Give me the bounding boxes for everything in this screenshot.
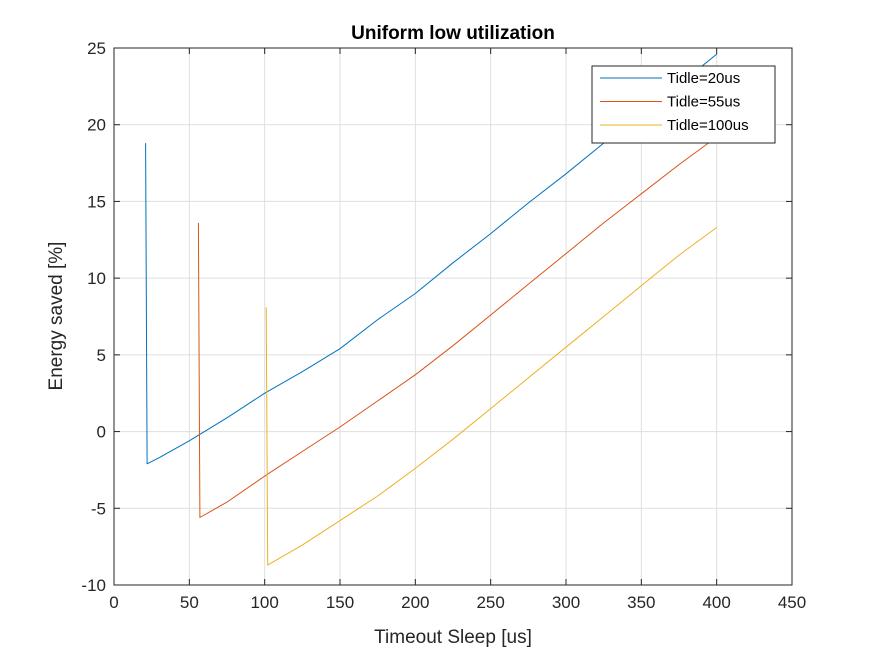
- y-tick-label: 10: [87, 269, 106, 288]
- x-tick-label: 300: [552, 593, 580, 612]
- x-tick-label: 250: [476, 593, 504, 612]
- x-tick-label: 100: [250, 593, 278, 612]
- legend-box: [591, 65, 776, 144]
- plot-frame: [113, 47, 793, 586]
- y-axis-label: Energy saved [%]: [46, 242, 67, 391]
- grid-lines: [114, 48, 792, 585]
- x-tick-label: 400: [702, 593, 730, 612]
- y-tick-label: -5: [91, 499, 106, 518]
- x-tick-label: 450: [778, 593, 806, 612]
- x-tick-label: 150: [326, 593, 354, 612]
- legend-label-1: Tidle=20us: [667, 70, 740, 87]
- legend-label-2: Tidle=55us: [667, 94, 740, 111]
- y-tick-label: 25: [87, 39, 106, 58]
- x-tick-label: 350: [627, 593, 655, 612]
- axis-ticks: 0 50 100 150 200 250 300 350 400 450 -10 -5 0 5 10 15 20…: [81, 39, 806, 612]
- series-line-3: [265, 227, 717, 566]
- y-tick-label: 0: [97, 423, 106, 442]
- legend: Tidle=20us Tidle=55us Tidle=100us: [591, 65, 776, 144]
- y-tick-label: 5: [97, 346, 106, 365]
- legend-label-3: Tidle=100us: [667, 117, 749, 134]
- y-tick-label: 20: [87, 116, 106, 135]
- chart-title: Uniform low utilization: [351, 23, 555, 44]
- series-line-2: [197, 136, 717, 518]
- x-tick-label: 200: [401, 593, 429, 612]
- x-axis-label: Timeout Sleep [us]: [374, 627, 532, 648]
- x-tick-label: 0: [109, 593, 118, 612]
- y-tick-label: 15: [87, 192, 106, 211]
- x-tick-label: 50: [180, 593, 199, 612]
- y-tick-label: -10: [81, 576, 106, 595]
